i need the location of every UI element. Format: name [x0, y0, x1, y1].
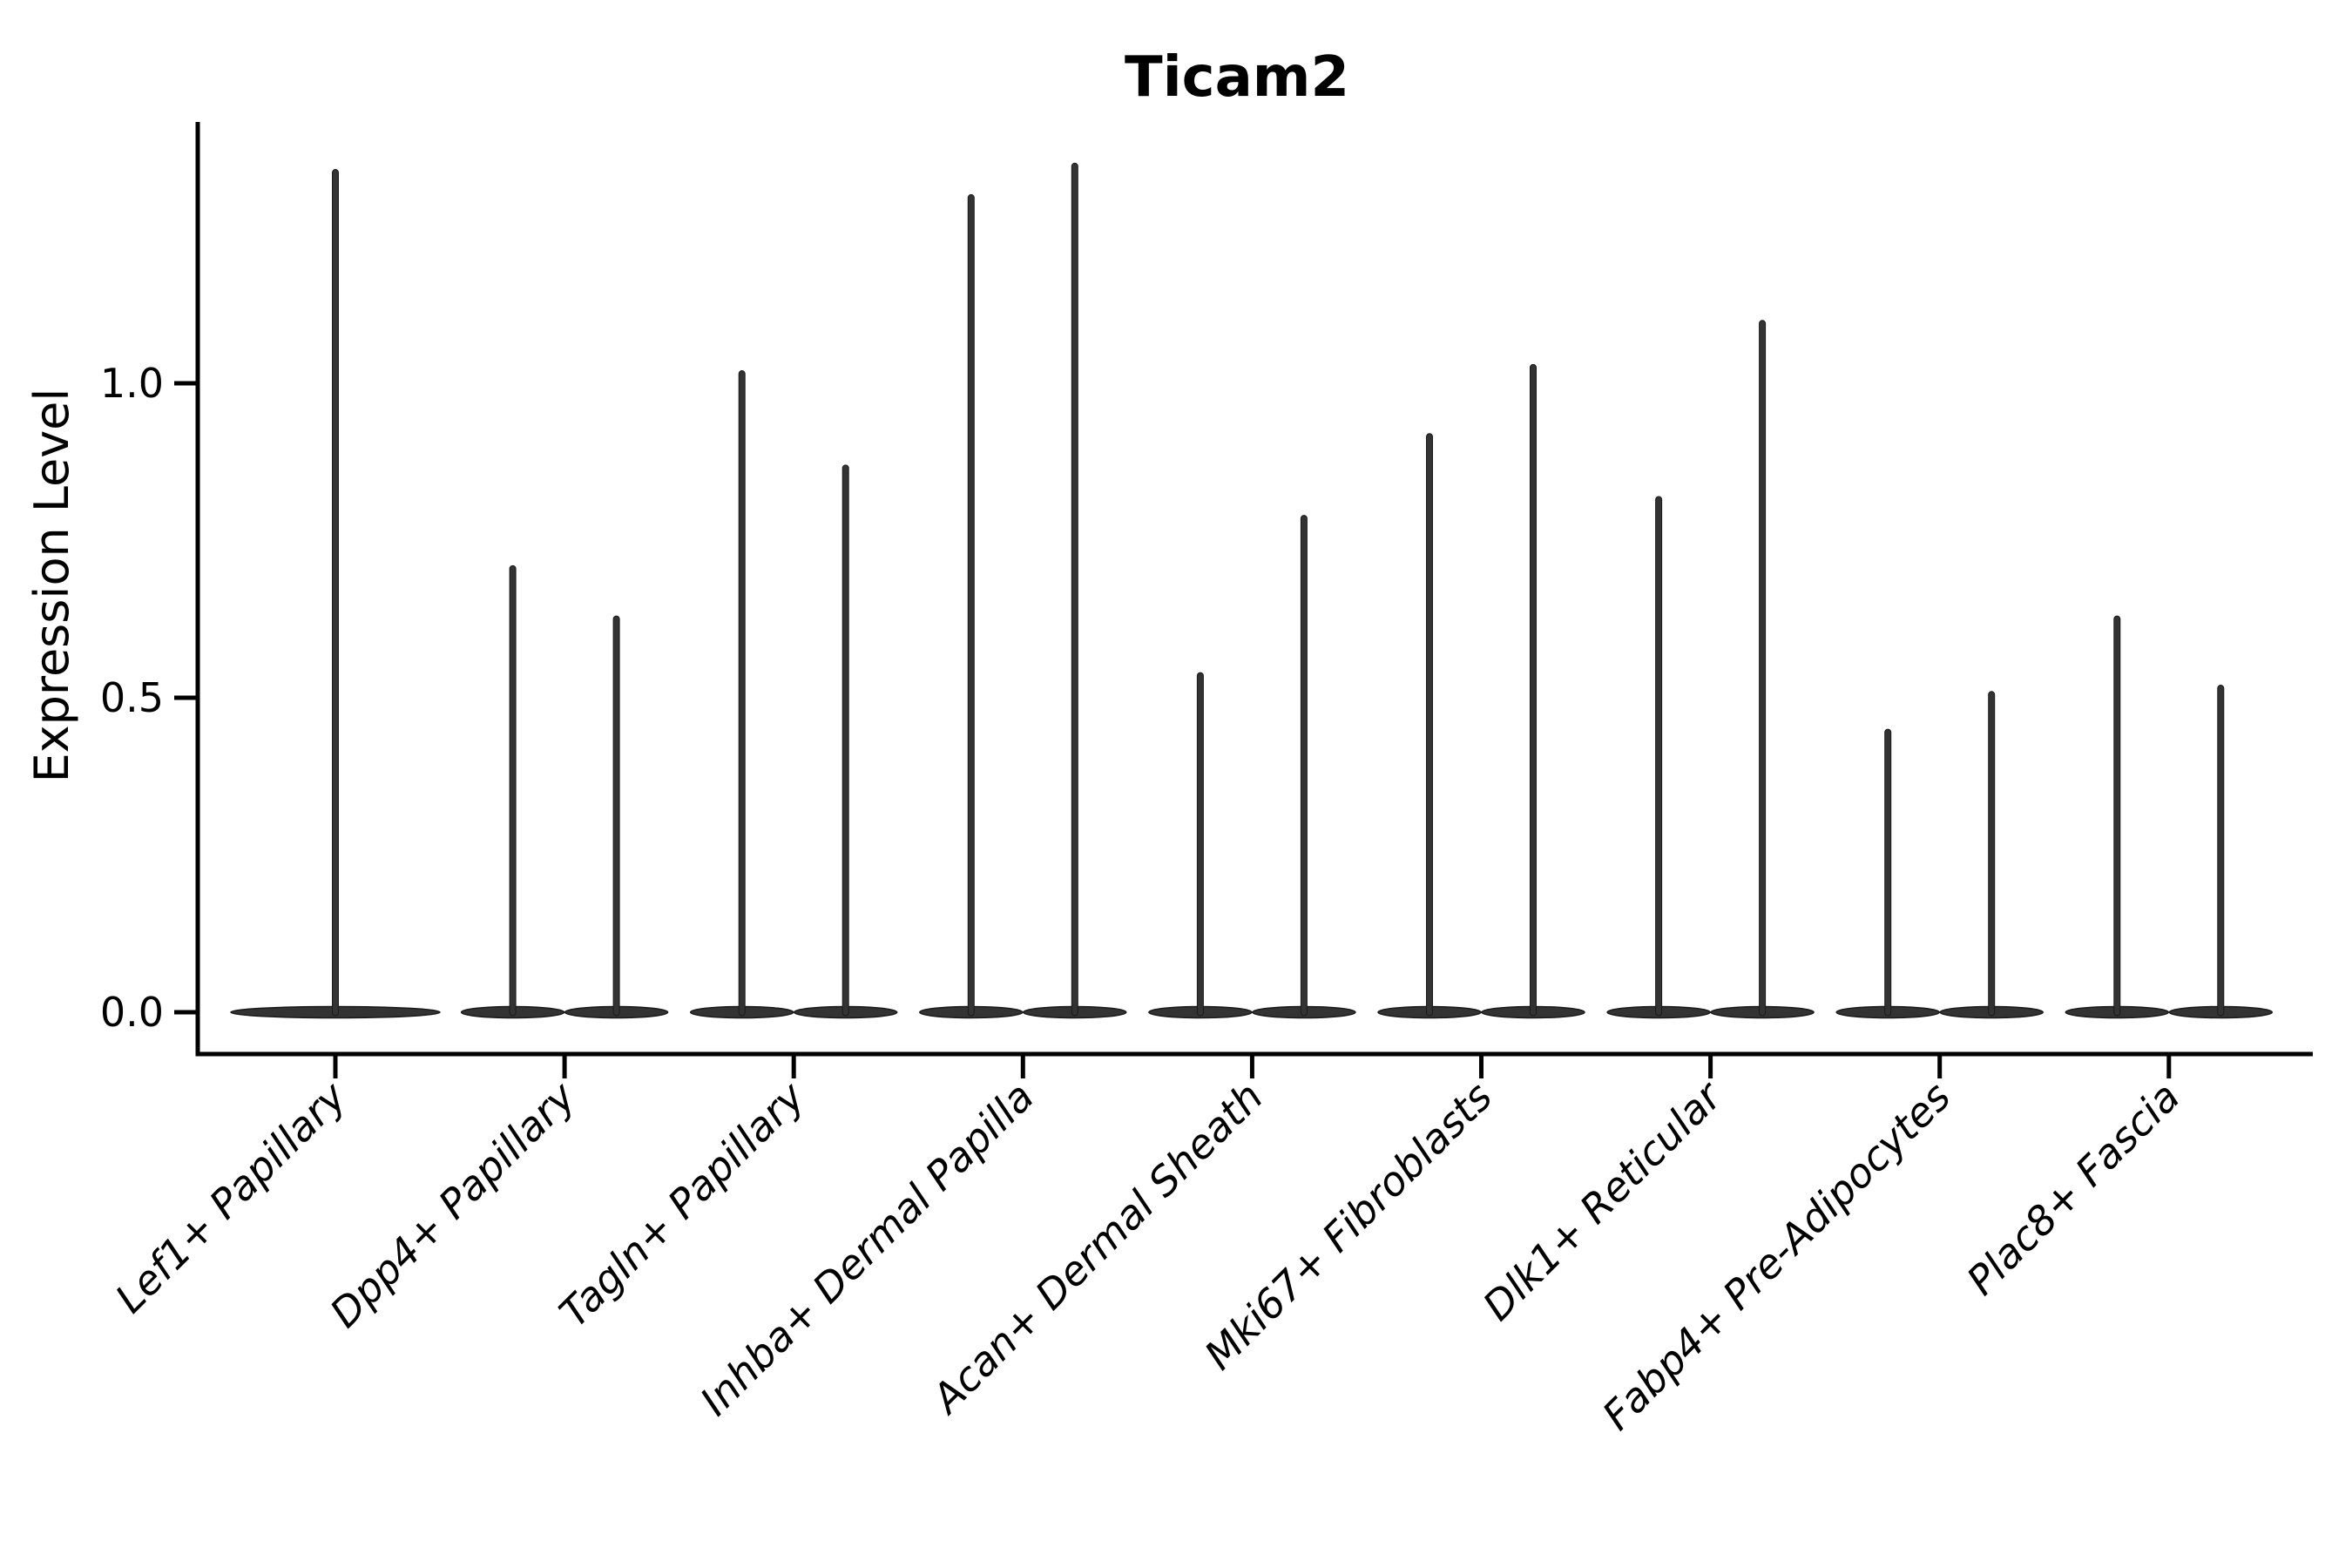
violin-spike	[612, 615, 620, 1017]
violin-spike	[2217, 685, 2225, 1017]
x-tick-label: Dlk1+ Reticular	[1474, 1071, 1733, 1329]
y-ticks-group: 0.0 0.5 1.0	[100, 360, 198, 1036]
violin-spike	[1884, 728, 1892, 1017]
violin-spike	[967, 193, 975, 1017]
violin-spike	[1196, 672, 1204, 1017]
violins-group	[230, 162, 2274, 1019]
y-tick-label: 0.5	[100, 674, 164, 721]
x-tick-label: Tagln+ Papillary	[551, 1072, 814, 1336]
x-tick-label: Dpp4+ Papillary	[321, 1072, 585, 1336]
violin-spike	[1300, 515, 1308, 1017]
chart-title: Ticam2	[1125, 45, 1349, 110]
violin-spike	[1655, 496, 1663, 1017]
violin-spike	[2113, 615, 2121, 1017]
violin-spike	[1530, 363, 1537, 1017]
violin-spike	[509, 564, 517, 1017]
y-axis-label: Expression Level	[24, 389, 79, 783]
violin-spike	[738, 370, 746, 1017]
violin-spike	[1759, 320, 1767, 1017]
violin-spike	[1988, 691, 1996, 1017]
y-tick-label: 1.0	[100, 360, 164, 407]
x-tick-label: Lef1+ Papillary	[106, 1072, 355, 1321]
x-tick-label: Plac8+ Fascia	[1957, 1073, 2188, 1304]
violin-spike	[1071, 162, 1078, 1017]
violin-spike	[841, 464, 849, 1017]
violin-spike	[332, 169, 339, 1017]
y-tick-label: 0.0	[100, 989, 164, 1036]
violin-spike	[1426, 433, 1433, 1017]
